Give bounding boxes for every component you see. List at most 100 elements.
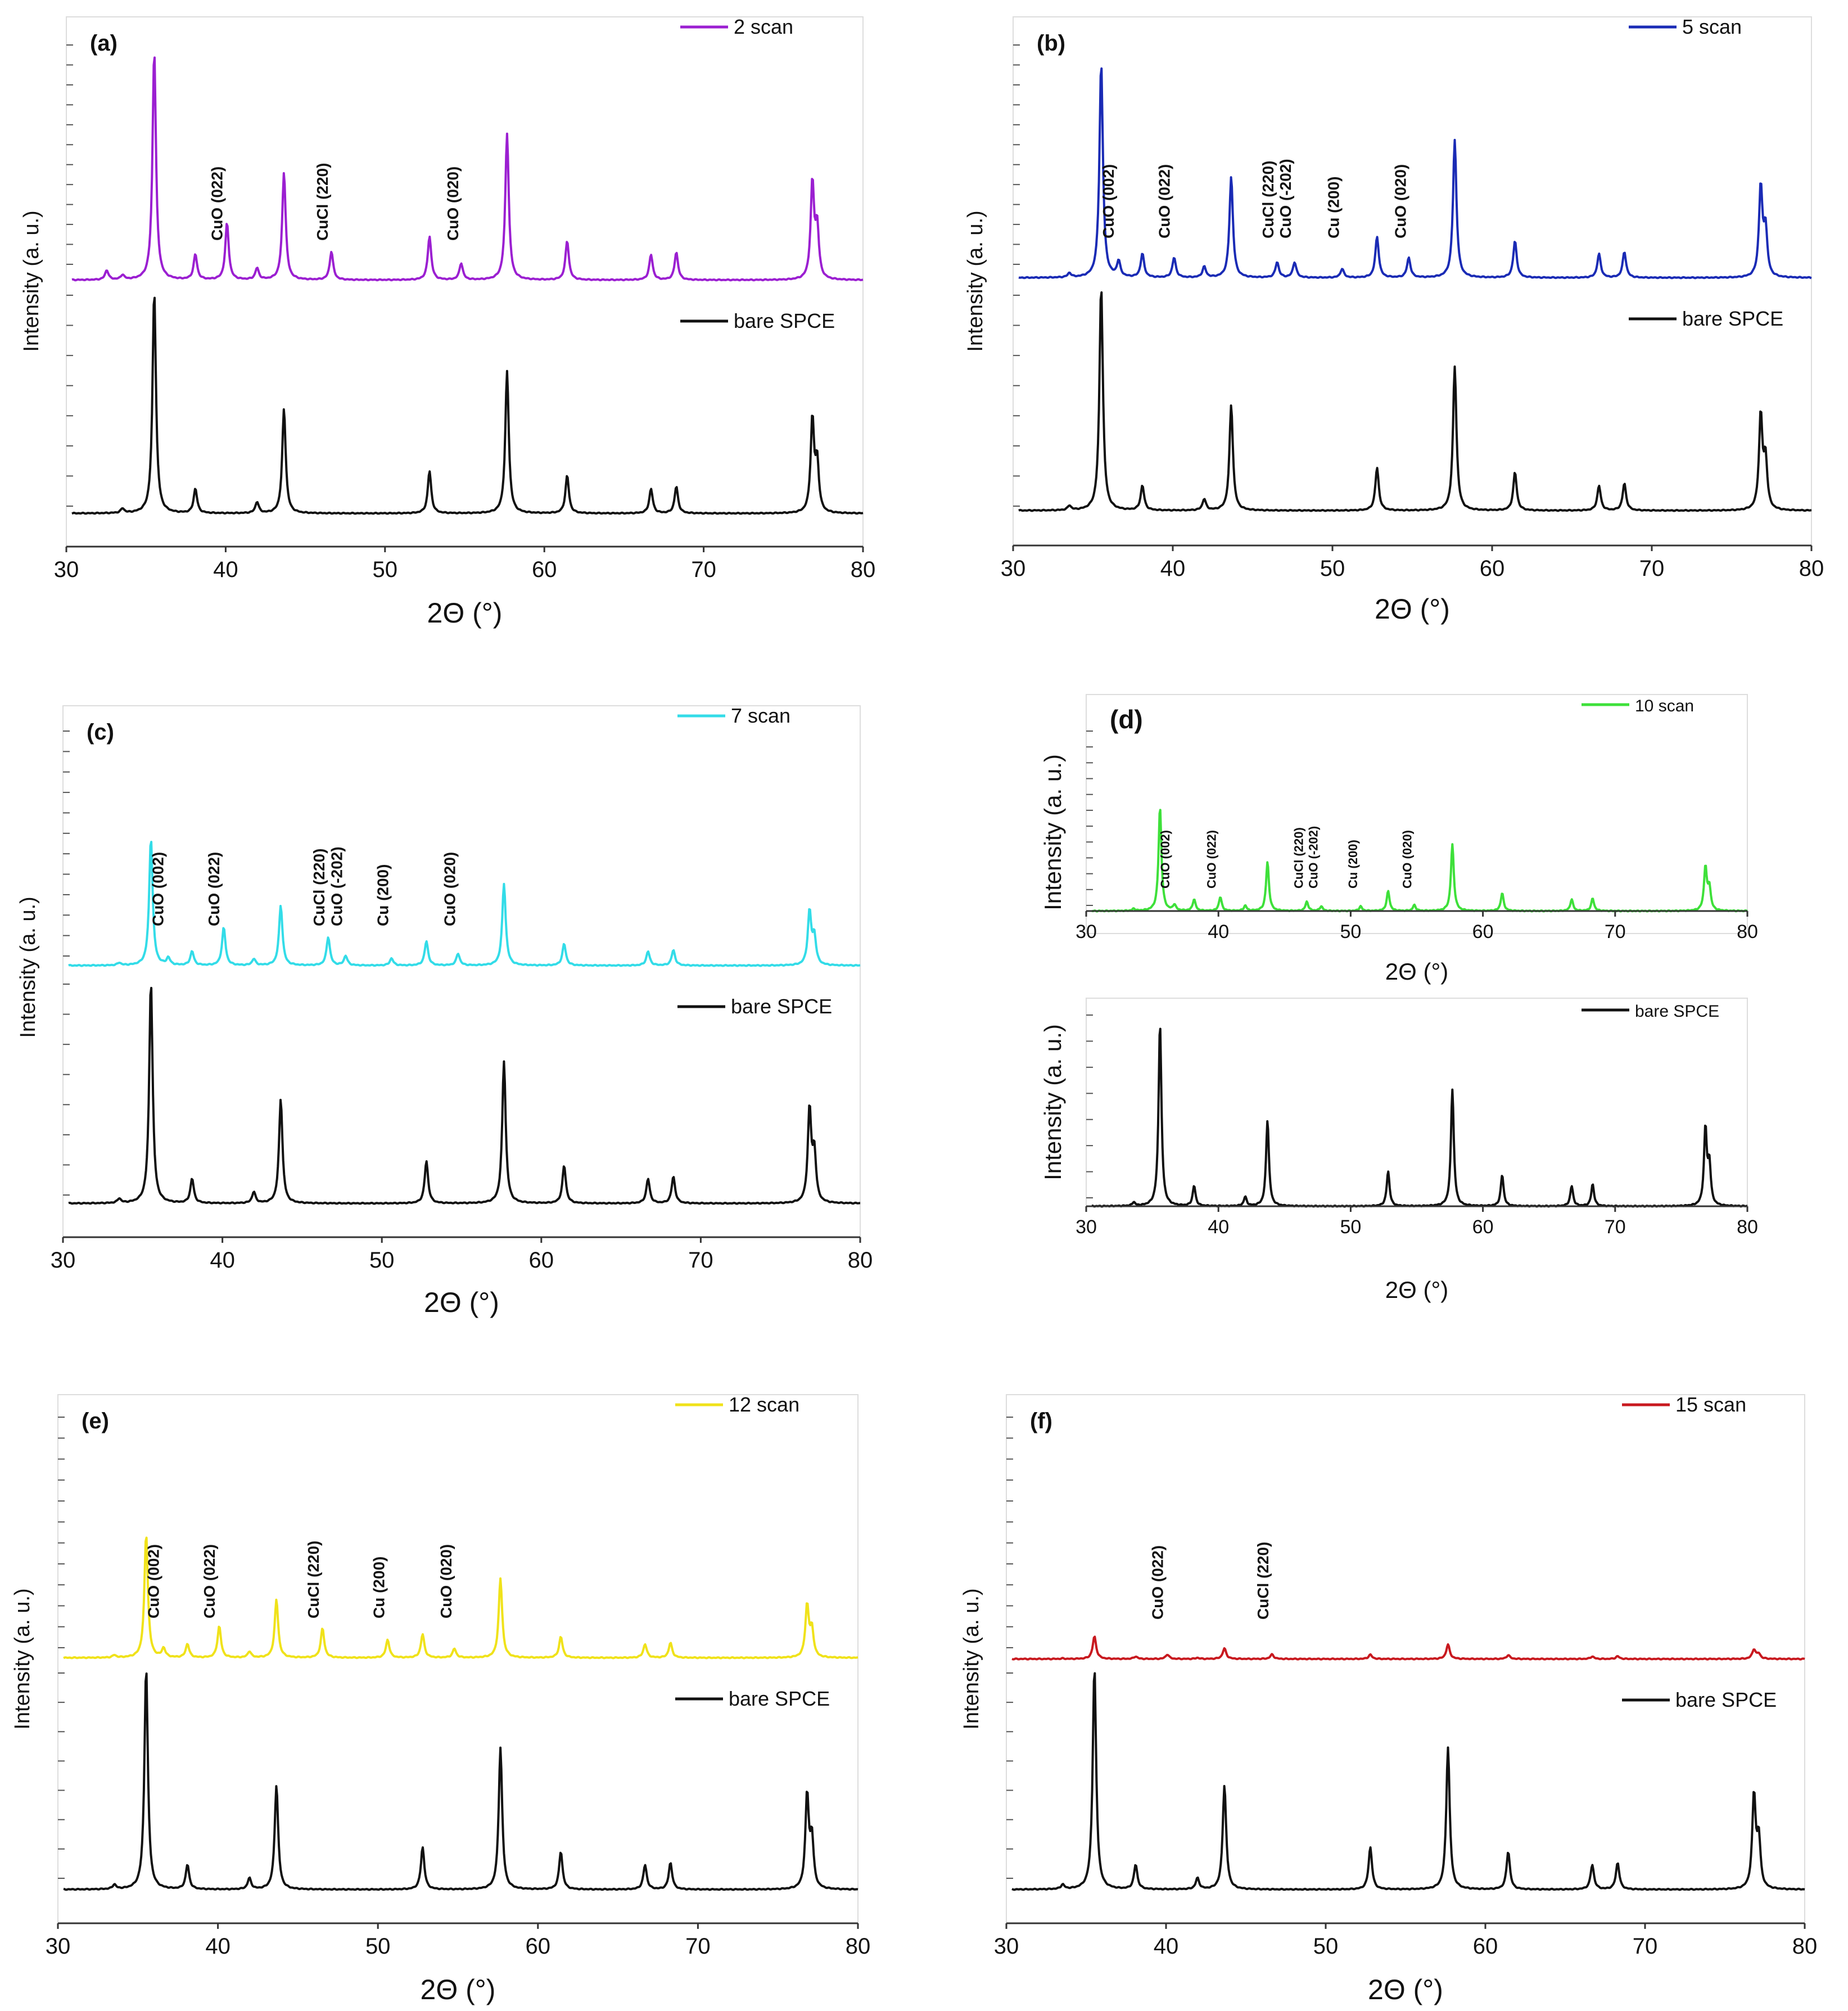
peak-annotation: Cu (200) bbox=[370, 1557, 388, 1618]
peak-annotation: CuO (-202) bbox=[328, 846, 345, 926]
chart-panel-a: (a) 2 scan bare SPCE CuO (022) CuCl (220) CuO… bbox=[20, 15, 875, 629]
x-tick-label: 80 bbox=[1737, 921, 1758, 943]
chart-panel-f: (f) 15 scan bare SPCE CuO (022) CuCl (220) In… bbox=[960, 1393, 1817, 2005]
legend-entry-upper: 15 scan bbox=[1675, 1393, 1746, 1416]
x-axis-label: 2Θ (°) bbox=[1385, 1277, 1448, 1303]
peak-annotation: CuCl (220) bbox=[310, 849, 328, 926]
x-tick-label: 50 bbox=[1340, 1216, 1361, 1238]
legend-entry-lower: bare SPCE bbox=[734, 309, 835, 332]
peak-annotation: CuO (002) bbox=[150, 852, 167, 926]
peak-annotation: CuCl (220) bbox=[305, 1541, 322, 1618]
series-line-bare-spce bbox=[71, 296, 864, 515]
x-tick-label: 30 bbox=[1076, 921, 1097, 943]
plot-frame bbox=[62, 705, 861, 1238]
x-tick-label: 70 bbox=[1633, 1934, 1658, 1959]
x-tick-label: 30 bbox=[51, 1248, 76, 1273]
x-tick-label: 80 bbox=[848, 1248, 873, 1273]
chart-panel-d: (d) 10 scan bare SPCE CuO (002) CuO (022) CuC… bbox=[1040, 694, 1758, 1303]
x-tick-label: 40 bbox=[1160, 556, 1186, 581]
x-tick-label: 50 bbox=[373, 557, 398, 582]
x-axis-label: 2Θ (°) bbox=[427, 597, 503, 629]
x-tick-label: 80 bbox=[851, 557, 876, 582]
peak-annotation: CuCl (220) bbox=[314, 163, 331, 241]
x-tick-label: 70 bbox=[691, 557, 716, 582]
series-line-upper bbox=[1018, 67, 1812, 279]
x-tick-label: 80 bbox=[1799, 556, 1824, 581]
peak-annotation: CuO (020) bbox=[444, 166, 462, 241]
peak-annotation: CuO (020) bbox=[1392, 164, 1409, 238]
y-axis-label: Intensity (a. u.) bbox=[1040, 1024, 1066, 1180]
x-tick-label: 40 bbox=[205, 1934, 231, 1959]
x-tick-label: 70 bbox=[688, 1248, 713, 1273]
peak-annotation: CuO (022) bbox=[1204, 830, 1218, 889]
x-tick-label: 60 bbox=[1473, 1934, 1498, 1959]
y-axis-label: Intensity (a. u.) bbox=[960, 1588, 983, 1729]
series-line-upper bbox=[71, 56, 864, 282]
x-tick-label: 30 bbox=[54, 557, 79, 582]
plot-frame bbox=[1086, 998, 1748, 1207]
y-axis-label: Intensity (a. u.) bbox=[16, 896, 40, 1038]
x-tick-label: 40 bbox=[1154, 1934, 1179, 1959]
series-line-upper bbox=[1091, 809, 1748, 913]
peak-annotation: CuO (002) bbox=[144, 1544, 162, 1618]
peak-annotation: CuO (-202) bbox=[1277, 159, 1294, 238]
series-line-bare-spce bbox=[1018, 291, 1812, 512]
peak-annotation: CuCl (220) bbox=[1259, 161, 1277, 238]
chart-panel-e: (e) 12 scan bare SPCE CuO (002) CuO (022) CuC… bbox=[11, 1393, 870, 2005]
x-tick-label: 60 bbox=[1480, 556, 1505, 581]
panel-label: (e) bbox=[82, 1409, 109, 1433]
peak-annotation: CuO (020) bbox=[437, 1544, 455, 1618]
peak-annotation: CuO (020) bbox=[1400, 830, 1415, 889]
x-tick-label: 50 bbox=[1313, 1934, 1339, 1959]
legend-entry-lower: bare SPCE bbox=[731, 995, 832, 1018]
x-tick-label: 50 bbox=[365, 1934, 391, 1959]
x-tick-label: 80 bbox=[1737, 1216, 1758, 1238]
plot-frame bbox=[57, 1394, 859, 1924]
series-line-upper bbox=[1011, 1635, 1805, 1661]
legend-entry-upper: 7 scan bbox=[731, 704, 790, 727]
panel-label: (a) bbox=[90, 31, 118, 56]
series-line-bare-spce bbox=[63, 1672, 859, 1891]
x-tick-label: 40 bbox=[1208, 1216, 1229, 1238]
x-axis-label: 2Θ (°) bbox=[424, 1287, 499, 1318]
peak-annotation: Cu (200) bbox=[374, 864, 392, 926]
x-tick-label: 60 bbox=[529, 1248, 554, 1273]
chart-panel-b: (b) 5 scan bare SPCE CuO (002) CuO (022) CuCl… bbox=[964, 15, 1824, 625]
x-axis-label: 2Θ (°) bbox=[1375, 593, 1450, 625]
x-tick-label: 30 bbox=[1076, 1216, 1097, 1238]
peak-annotation: CuO (022) bbox=[1149, 1545, 1166, 1620]
peak-annotation: CuCl (220) bbox=[1292, 827, 1306, 889]
y-axis-label: Intensity (a. u.) bbox=[11, 1588, 34, 1729]
x-tick-label: 40 bbox=[1208, 921, 1229, 943]
x-tick-label: 30 bbox=[994, 1934, 1019, 1959]
plot-frame bbox=[66, 16, 864, 547]
series-line-bare-spce bbox=[1011, 1672, 1805, 1891]
x-axis-label: 2Θ (°) bbox=[1368, 1974, 1443, 2005]
x-tick-label: 30 bbox=[1001, 556, 1026, 581]
series-line-bare-spce bbox=[68, 986, 861, 1205]
peak-annotation: CuO (002) bbox=[1100, 164, 1117, 238]
y-axis-label: Intensity (a. u.) bbox=[964, 210, 987, 351]
peak-annotation: CuO (002) bbox=[1158, 830, 1172, 889]
peak-annotation: Cu (200) bbox=[1325, 177, 1342, 238]
peak-annotation: CuCl (220) bbox=[1254, 1542, 1272, 1620]
x-tick-label: 40 bbox=[210, 1248, 235, 1273]
panel-label: (d) bbox=[1110, 705, 1143, 734]
peak-annotation: CuO (022) bbox=[205, 852, 223, 926]
panel-label: (b) bbox=[1037, 31, 1065, 56]
plot-frame bbox=[1013, 16, 1812, 546]
series-line-upper bbox=[63, 1536, 859, 1660]
x-tick-label: 50 bbox=[1340, 921, 1361, 943]
x-tick-label: 60 bbox=[532, 557, 557, 582]
peak-annotation: CuO (-202) bbox=[1307, 826, 1321, 889]
x-tick-label: 50 bbox=[369, 1248, 395, 1273]
plot-frame bbox=[1086, 694, 1748, 934]
panel-label: (c) bbox=[87, 720, 114, 745]
panel-label: (f) bbox=[1030, 1409, 1052, 1433]
x-tick-label: 40 bbox=[213, 557, 238, 582]
legend-entry-upper: 12 scan bbox=[729, 1393, 799, 1416]
legend-entry-lower: bare SPCE bbox=[729, 1687, 830, 1710]
x-tick-label: 50 bbox=[1320, 556, 1345, 581]
x-tick-label: 70 bbox=[1605, 1216, 1626, 1238]
